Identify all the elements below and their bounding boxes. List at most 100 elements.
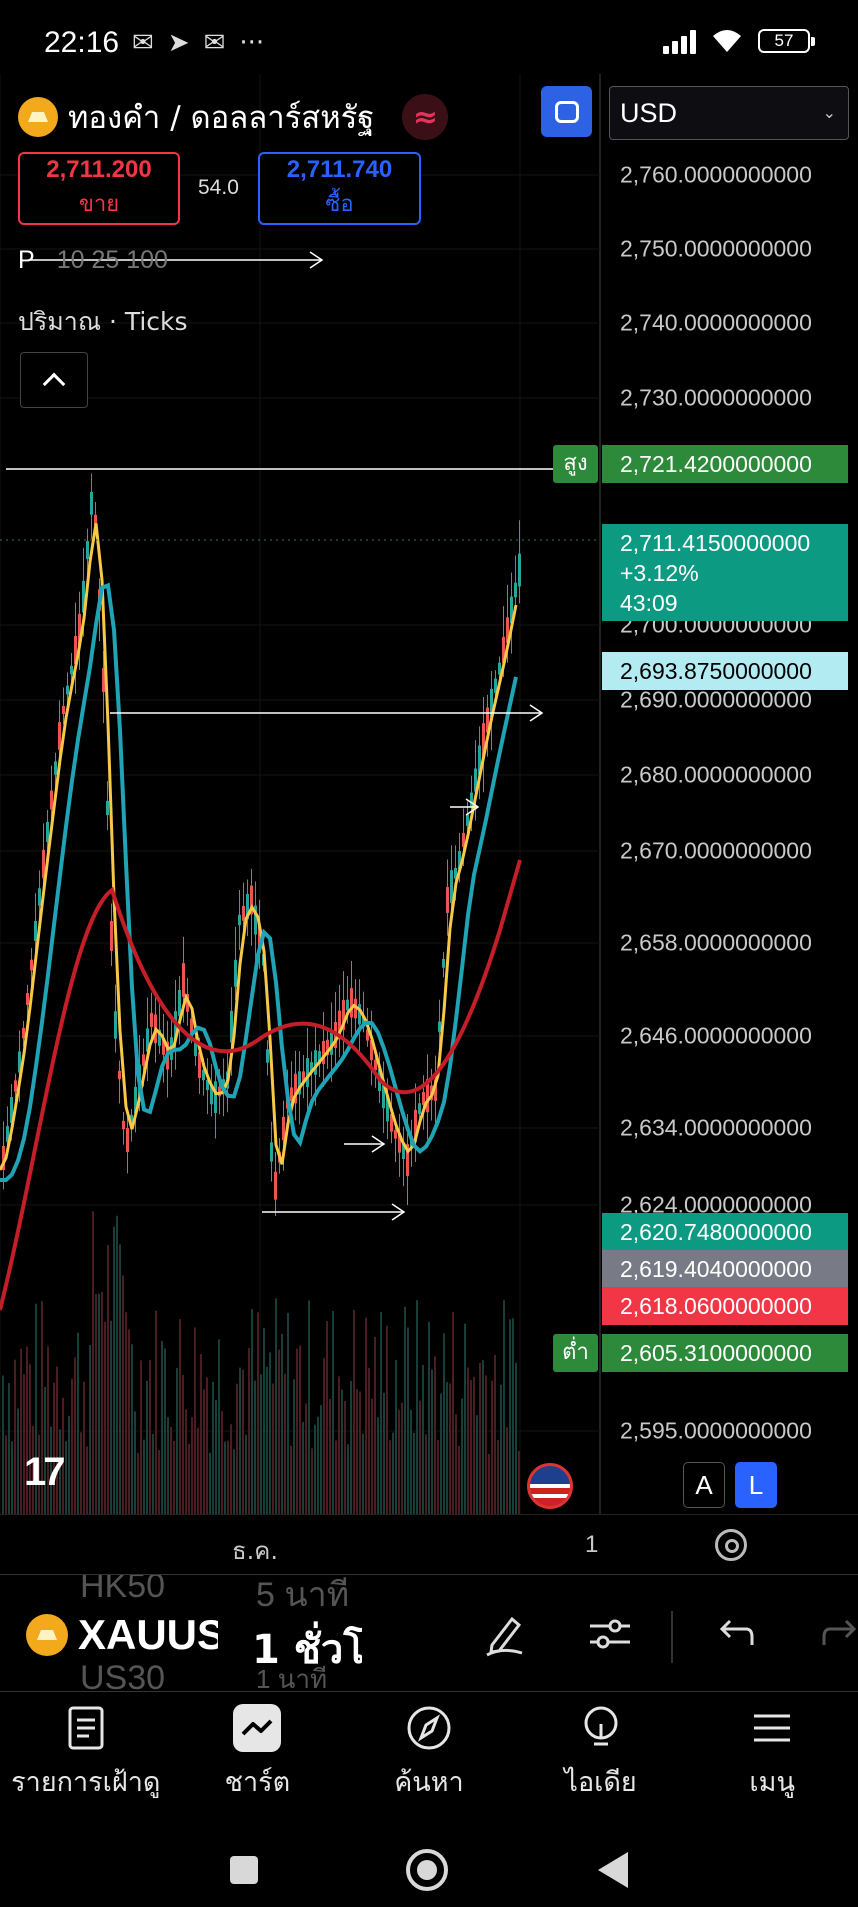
back-button[interactable]	[598, 1852, 628, 1888]
home-button[interactable]	[406, 1849, 448, 1891]
nav-label: ไอเดีย	[564, 1767, 637, 1798]
volume-bar	[200, 1354, 202, 1514]
symbol-header[interactable]: ทองคำ / ดอลลาร์สหรัฐ ≈	[18, 92, 449, 142]
high-label: สูง	[553, 445, 598, 483]
candle-body	[182, 963, 185, 997]
candle-body	[250, 885, 253, 915]
volume-bar	[11, 1441, 13, 1514]
messenger-icon: ✉	[203, 28, 226, 58]
recents-button[interactable]	[230, 1856, 258, 1884]
volume-bar	[506, 1427, 508, 1514]
bottom-nav: รายการเฝ้าดู ชาร์ต ค้นหา ไอเดีย เมนู	[0, 1692, 858, 1816]
volume-bar	[470, 1379, 472, 1514]
volume-bar	[401, 1402, 403, 1514]
candle-body	[454, 868, 457, 879]
settings-icon[interactable]	[715, 1529, 747, 1561]
volume-bar	[242, 1369, 244, 1514]
volume-bar	[71, 1378, 73, 1514]
undo-icon[interactable]	[712, 1611, 758, 1657]
ma2-price-tag: 2,620.7480000000	[602, 1213, 848, 1251]
nav-menu[interactable]: เมนู	[686, 1692, 858, 1816]
candle-body	[450, 870, 453, 904]
sell-button[interactable]: 2,711.200 ขาย	[18, 152, 180, 225]
volume-bar	[428, 1321, 430, 1514]
currency-select[interactable]: USD ⌄	[609, 86, 849, 140]
volume-bar	[452, 1311, 454, 1514]
low-price-tag: 2,605.3100000000	[602, 1334, 848, 1372]
volume-bar	[44, 1386, 46, 1514]
collapse-legend-button[interactable]	[20, 352, 88, 408]
tradingview-logo[interactable]: 17	[24, 1450, 65, 1494]
candle-body	[142, 1054, 145, 1066]
volume-indicator-legend[interactable]: ปริมาณ · Ticks	[18, 307, 188, 336]
volume-bar	[116, 1215, 118, 1514]
nav-watchlist[interactable]: รายการเฝ้าดู	[0, 1692, 172, 1816]
volume-bar	[413, 1432, 415, 1514]
candle-body	[426, 1079, 429, 1113]
candle-body	[54, 761, 57, 775]
nav-ideas[interactable]: ไอเดีย	[515, 1692, 687, 1816]
time-axis[interactable]: ธ.ค. 1	[0, 1514, 858, 1574]
volume-bar	[65, 1441, 67, 1514]
candle-body	[38, 888, 41, 906]
volume-bar	[164, 1348, 166, 1514]
candle-body	[318, 1051, 321, 1064]
candle-body	[114, 1011, 117, 1039]
volume-bar	[62, 1397, 64, 1514]
candle-body	[86, 541, 89, 559]
nav-label: ค้นหา	[394, 1767, 464, 1798]
auto-scale-button[interactable]: A	[683, 1462, 725, 1508]
ma-fast-line	[0, 523, 518, 1171]
signal-icon	[663, 28, 696, 54]
volume-bar	[305, 1403, 307, 1514]
volume-bar	[446, 1382, 448, 1514]
candle-body	[146, 1028, 149, 1052]
chart-area[interactable]	[0, 74, 858, 1514]
price-chart[interactable]	[0, 74, 858, 1514]
volume-bar	[98, 1293, 100, 1514]
interval-prev: 5 นาที	[256, 1576, 350, 1614]
buy-price: 2,711.740	[286, 156, 393, 183]
us-flag-icon[interactable]	[527, 1463, 573, 1509]
candle-body	[510, 596, 513, 624]
candle-body	[26, 993, 29, 1005]
drawing-tool-icon[interactable]	[482, 1611, 528, 1657]
fullscreen-button[interactable]	[541, 86, 592, 137]
log-scale-button[interactable]: L	[735, 1462, 777, 1508]
volume-bar	[185, 1409, 187, 1514]
volume-bar	[113, 1226, 115, 1514]
interval-selector[interactable]: 1 ชั่วโมง	[252, 1627, 362, 1673]
price-scale-label: 2,730.0000000000	[620, 384, 812, 411]
candle-body	[442, 958, 445, 968]
candle-body	[258, 927, 261, 953]
candle-body	[458, 851, 461, 869]
volume-bar	[155, 1310, 157, 1514]
spread-value: 54.0	[198, 176, 239, 199]
nav-chart[interactable]: ชาร์ต	[172, 1692, 344, 1816]
nav-label: เมนู	[749, 1767, 795, 1798]
volume-bar	[191, 1417, 193, 1514]
volume-bar	[134, 1411, 136, 1514]
volume-bar	[317, 1416, 319, 1514]
toolbar-divider	[671, 1611, 673, 1663]
symbol-selector[interactable]: XAUUSD	[26, 1611, 218, 1659]
volume-bar	[104, 1321, 106, 1514]
candle-body	[102, 667, 105, 693]
volume-bar	[95, 1293, 97, 1514]
volume-bar	[422, 1364, 424, 1514]
buy-button[interactable]: 2,711.740 ซื้อ	[258, 152, 421, 225]
volume-bar	[482, 1360, 484, 1514]
nav-explore[interactable]: ค้นหา	[343, 1692, 515, 1816]
volume-bar	[215, 1399, 217, 1514]
candle-body	[374, 1059, 377, 1071]
candle-body	[206, 1079, 209, 1091]
candle-body	[494, 678, 497, 693]
volume-bar	[47, 1346, 49, 1514]
indicators-icon[interactable]	[587, 1611, 633, 1657]
volume-bar	[296, 1348, 298, 1514]
ma-indicator-legend[interactable]: P 10 25 100	[18, 246, 168, 275]
candle-body	[350, 988, 353, 1018]
volume-bar	[158, 1450, 160, 1514]
system-indicators: 57	[663, 28, 815, 54]
redo-icon[interactable]	[818, 1611, 858, 1657]
